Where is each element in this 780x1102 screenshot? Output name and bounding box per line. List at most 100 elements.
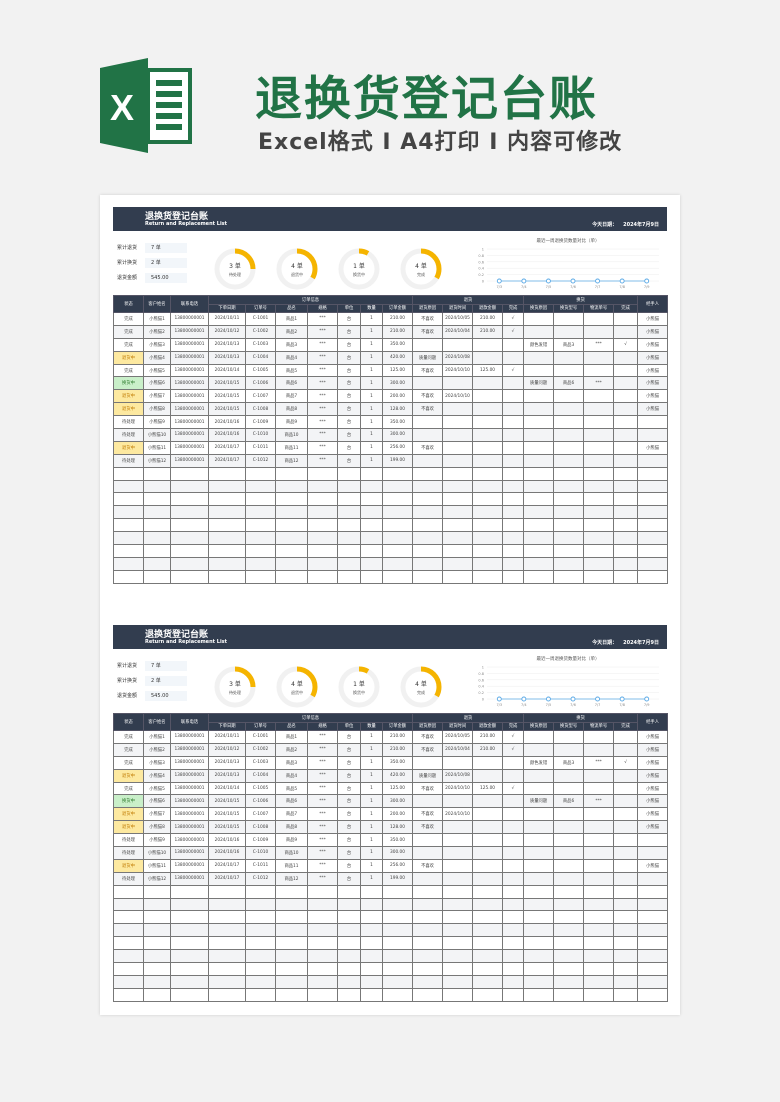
table-cell[interactable] xyxy=(502,376,525,391)
table-cell[interactable] xyxy=(613,312,639,326)
table-cell[interactable]: *** xyxy=(307,858,338,873)
table-cell[interactable] xyxy=(613,846,639,860)
table-cell[interactable] xyxy=(307,505,338,520)
table-cell[interactable]: 不喜欢 xyxy=(412,440,444,455)
table-cell[interactable] xyxy=(113,987,144,1002)
table-cell[interactable] xyxy=(502,479,525,494)
table-cell[interactable] xyxy=(613,324,639,339)
table-cell[interactable]: 小熊猫3 xyxy=(143,337,171,352)
table-cell[interactable]: 2024/10/17 xyxy=(208,453,246,468)
table-cell[interactable] xyxy=(245,544,276,558)
table-cell[interactable]: √ xyxy=(502,312,525,326)
table-cell[interactable] xyxy=(412,794,444,809)
table-cell[interactable] xyxy=(412,755,444,770)
status-cell[interactable]: 待处理 xyxy=(113,871,144,886)
table-cell[interactable]: 13800000001 xyxy=(170,376,209,391)
status-cell[interactable]: 退货中 xyxy=(113,807,144,822)
table-cell[interactable] xyxy=(143,987,171,1002)
table-cell[interactable] xyxy=(637,544,669,558)
table-cell[interactable] xyxy=(472,962,504,976)
table-cell[interactable] xyxy=(381,466,414,481)
table-cell[interactable]: 210.00 xyxy=(472,324,504,339)
table-cell[interactable]: 1 xyxy=(360,415,383,430)
table-cell[interactable]: 350.00 xyxy=(381,833,414,848)
table-cell[interactable]: 不喜欢 xyxy=(412,389,444,404)
table-cell[interactable] xyxy=(472,833,504,848)
table-cell[interactable]: 256.00 xyxy=(381,440,414,455)
table-cell[interactable] xyxy=(553,492,585,507)
table-cell[interactable]: 13800000001 xyxy=(170,324,209,339)
table-cell[interactable] xyxy=(523,768,555,783)
table-cell[interactable]: 小熊猫10 xyxy=(143,846,171,860)
table-cell[interactable] xyxy=(523,440,555,455)
table-cell[interactable]: 2024/10/17 xyxy=(208,858,246,873)
table-cell[interactable]: 1 xyxy=(360,794,383,809)
table-cell[interactable] xyxy=(412,556,444,571)
table-cell[interactable]: C-1004 xyxy=(245,768,276,783)
table-cell[interactable] xyxy=(523,402,555,417)
table-cell[interactable] xyxy=(637,518,669,533)
status-cell[interactable]: 退货中 xyxy=(113,858,144,873)
table-cell[interactable] xyxy=(583,453,615,468)
table-cell[interactable]: 13800000001 xyxy=(170,858,209,873)
table-cell[interactable] xyxy=(583,544,615,558)
table-cell[interactable] xyxy=(502,962,525,976)
table-cell[interactable]: 200.00 xyxy=(381,807,414,822)
table-cell[interactable] xyxy=(613,794,639,809)
table-cell[interactable] xyxy=(553,858,585,873)
table-cell[interactable]: 台 xyxy=(337,858,361,873)
table-cell[interactable]: 1 xyxy=(360,389,383,404)
table-cell[interactable] xyxy=(472,556,504,571)
table-cell[interactable] xyxy=(113,962,144,976)
table-cell[interactable] xyxy=(245,556,276,571)
table-cell[interactable] xyxy=(523,505,555,520)
table-cell[interactable] xyxy=(360,949,383,964)
table-cell[interactable] xyxy=(613,505,639,520)
table-cell[interactable] xyxy=(143,531,171,546)
table-cell[interactable]: 256.00 xyxy=(381,858,414,873)
table-cell[interactable] xyxy=(553,833,585,848)
status-cell[interactable]: 待处理 xyxy=(113,833,144,848)
table-cell[interactable] xyxy=(472,376,504,391)
table-cell[interactable] xyxy=(442,440,474,455)
table-cell[interactable]: 13800000001 xyxy=(170,428,209,442)
status-cell[interactable]: 完成 xyxy=(113,781,144,796)
table-cell[interactable] xyxy=(523,389,555,404)
table-cell[interactable]: 台 xyxy=(337,389,361,404)
table-cell[interactable] xyxy=(583,518,615,533)
table-cell[interactable] xyxy=(208,910,246,925)
table-cell[interactable] xyxy=(208,936,246,951)
table-cell[interactable]: 13800000001 xyxy=(170,871,209,886)
table-cell[interactable]: 小熊猫6 xyxy=(143,794,171,809)
table-cell[interactable] xyxy=(502,428,525,442)
table-cell[interactable]: 2024/10/11 xyxy=(208,730,246,744)
table-cell[interactable]: 商品6 xyxy=(275,376,308,391)
table-cell[interactable]: 小熊猫 xyxy=(637,350,669,365)
table-cell[interactable]: 台 xyxy=(337,453,361,468)
table-cell[interactable] xyxy=(275,492,308,507)
table-cell[interactable]: 2024/10/13 xyxy=(208,768,246,783)
table-cell[interactable] xyxy=(381,531,414,546)
table-cell[interactable] xyxy=(523,807,555,822)
table-cell[interactable] xyxy=(583,871,615,886)
table-cell[interactable]: 125.00 xyxy=(472,781,504,796)
table-cell[interactable] xyxy=(613,440,639,455)
table-cell[interactable] xyxy=(523,453,555,468)
table-cell[interactable] xyxy=(337,962,361,976)
table-cell[interactable] xyxy=(307,556,338,571)
table-cell[interactable]: 350.00 xyxy=(381,755,414,770)
table-cell[interactable]: 商品11 xyxy=(275,858,308,873)
table-cell[interactable] xyxy=(208,505,246,520)
table-cell[interactable] xyxy=(381,923,414,938)
table-cell[interactable] xyxy=(583,742,615,757)
table-cell[interactable]: 300.00 xyxy=(381,846,414,860)
table-cell[interactable] xyxy=(472,871,504,886)
table-cell[interactable] xyxy=(337,910,361,925)
table-cell[interactable] xyxy=(583,820,615,835)
table-cell[interactable]: *** xyxy=(307,742,338,757)
table-cell[interactable] xyxy=(143,949,171,964)
table-cell[interactable] xyxy=(208,987,246,1002)
table-cell[interactable] xyxy=(553,820,585,835)
table-cell[interactable]: *** xyxy=(307,440,338,455)
table-cell[interactable] xyxy=(472,974,504,989)
